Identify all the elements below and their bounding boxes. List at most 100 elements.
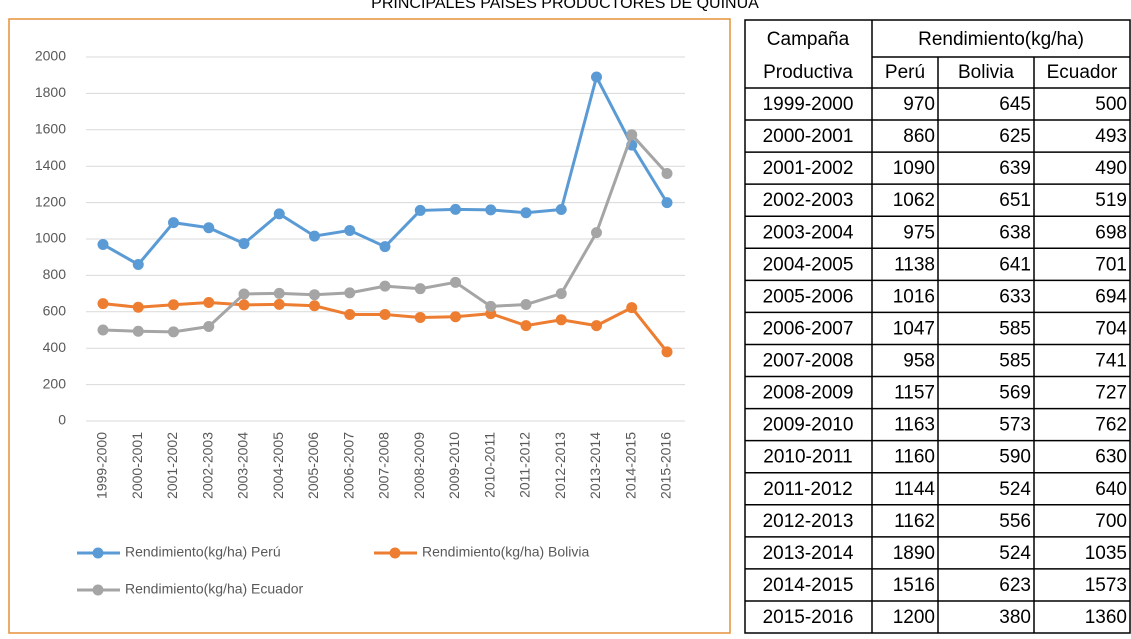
table-cell: 2013-2014 (763, 543, 854, 564)
data-point (414, 204, 426, 216)
table-cell: 639 (999, 158, 1031, 179)
legend-label: Rendimiento(kg/ha) Perú (125, 544, 281, 560)
table-cell: 727 (1095, 383, 1127, 404)
data-point (309, 289, 320, 301)
data-point (450, 311, 461, 323)
data-point (555, 204, 567, 216)
x-tick-label: 2000-2001 (129, 432, 145, 499)
x-tick-label: 2008-2009 (411, 432, 427, 499)
table-cell: 975 (903, 222, 935, 243)
data-point (520, 299, 532, 311)
table-header: Bolivia (958, 62, 1014, 83)
table-cell: 1573 (1085, 575, 1127, 596)
x-tick-label: 1999-2000 (94, 432, 110, 499)
table-cell: 2011-2012 (763, 479, 852, 500)
data-point (485, 300, 497, 312)
data-point (273, 287, 285, 299)
table-cell: 1138 (894, 254, 935, 275)
data-point (273, 208, 285, 220)
table-cell: 590 (999, 447, 1031, 468)
table-cell: 694 (1095, 286, 1127, 307)
data-point (273, 298, 285, 310)
table-cell: 698 (1095, 222, 1127, 243)
table-cell: 2009-2010 (763, 415, 854, 436)
table-cell: 645 (999, 94, 1031, 115)
data-point (344, 309, 356, 321)
data-point (379, 309, 391, 321)
table-cell: 1144 (894, 479, 935, 500)
x-tick-label: 2011-2012 (517, 432, 533, 498)
table-cell: 700 (1095, 511, 1127, 532)
table-cell: 1999-2000 (763, 94, 854, 115)
x-tick-label: 2010-2011 (481, 432, 497, 498)
table-cell: 519 (1095, 190, 1127, 211)
data-point (591, 320, 602, 332)
y-tick-label: 1200 (35, 193, 66, 209)
table-cell: 2008-2009 (763, 383, 854, 404)
y-tick-label: 800 (43, 266, 67, 282)
y-tick-label: 1400 (35, 157, 66, 173)
table-cell: 641 (999, 254, 1031, 275)
data-point (97, 298, 109, 310)
x-tick-label: 2004-2005 (270, 432, 286, 499)
data-point (238, 299, 250, 311)
table-cell: 701 (1095, 254, 1127, 275)
data-point (97, 238, 109, 250)
table-cell: 1163 (894, 415, 935, 436)
table-cell: 2005-2006 (763, 286, 854, 307)
legend-label: Rendimiento(kg/ha) Ecuador (125, 581, 304, 597)
table-cell: 569 (999, 383, 1031, 404)
chart-frame (8, 18, 731, 634)
table-cell: 490 (1095, 158, 1127, 179)
table-cell: 2015-2016 (763, 607, 854, 628)
table-cell: 1360 (1085, 607, 1127, 628)
table-cell: 623 (999, 575, 1031, 596)
y-tick-label: 400 (43, 339, 67, 355)
table-cell: 573 (999, 415, 1031, 436)
data-point (661, 346, 673, 358)
table-cell: 524 (999, 543, 1031, 564)
data-point (309, 300, 320, 312)
data-point (132, 301, 144, 313)
legend-marker (92, 547, 104, 559)
legend-marker (389, 547, 401, 559)
table-cell: 970 (903, 94, 935, 115)
table-cell: 493 (1095, 126, 1127, 147)
table-cell: 1157 (894, 383, 935, 404)
table-cell: 500 (1095, 94, 1127, 115)
x-tick-label: 2014-2015 (622, 432, 638, 499)
data-point (414, 283, 426, 295)
table-cell: 630 (1095, 447, 1127, 468)
table-cell: 2000-2001 (763, 126, 854, 147)
table-cell: 585 (999, 351, 1031, 372)
y-tick-label: 1800 (35, 84, 66, 100)
data-point (591, 227, 602, 239)
table-cell: 1160 (894, 447, 935, 468)
x-tick-label: 2015-2016 (658, 432, 674, 499)
table-cell: 762 (1095, 415, 1127, 436)
data-point (379, 241, 391, 253)
table-header: Ecuador (1047, 62, 1118, 83)
data-point (591, 71, 602, 83)
data-point (132, 325, 144, 337)
x-tick-label: 2006-2007 (340, 432, 356, 499)
data-point (555, 288, 567, 300)
data-point (132, 258, 144, 270)
data-point (203, 297, 215, 309)
table-cell: 2014-2015 (763, 575, 854, 596)
data-point (203, 321, 215, 333)
table-cell: 741 (1095, 351, 1127, 372)
x-tick-label: 2012-2013 (552, 432, 568, 499)
y-tick-label: 200 (43, 375, 67, 391)
series-line (102, 72, 669, 267)
table-cell: 1035 (1085, 543, 1127, 564)
legend-label: Rendimiento(kg/ha) Bolivia (422, 544, 590, 560)
data-point (485, 204, 497, 216)
table-cell: 1047 (893, 318, 935, 339)
data-point (450, 276, 461, 288)
table-cell: 2003-2004 (763, 222, 854, 243)
table-cell: 860 (903, 126, 935, 147)
x-tick-label: 2013-2014 (587, 432, 603, 499)
table-header: Perú (885, 62, 925, 83)
